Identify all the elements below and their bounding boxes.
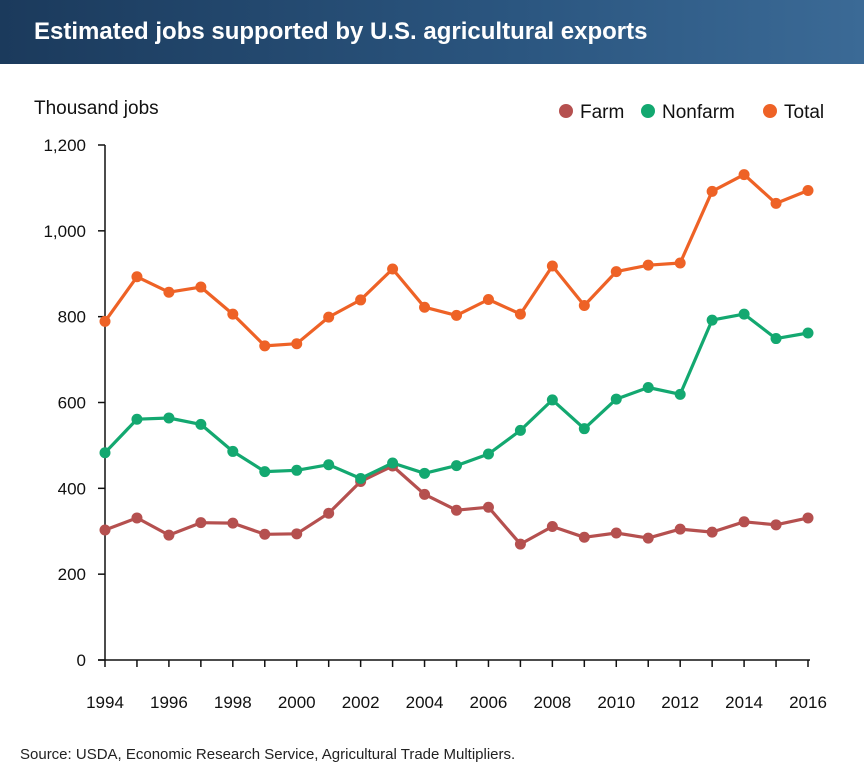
y-tick-label: 800 (58, 308, 86, 327)
nonfarm-point (387, 457, 399, 469)
chart-panel (0, 64, 864, 778)
y-tick-label: 400 (58, 479, 86, 498)
total-point (578, 300, 590, 312)
farm-point (451, 504, 462, 516)
total-point (99, 315, 111, 327)
x-tick-label: 1994 (86, 693, 124, 712)
title-bar: Estimated jobs supported by U.S. agricul… (0, 0, 864, 64)
x-tick-label: 2002 (342, 693, 380, 712)
total-point (163, 286, 175, 298)
total-point (642, 259, 654, 271)
nonfarm-point (163, 412, 175, 424)
nonfarm-point (674, 388, 686, 400)
nonfarm-point (578, 423, 590, 435)
nonfarm-point (770, 333, 782, 345)
x-tick-label: 2008 (533, 693, 571, 712)
farm-point (546, 521, 558, 533)
legend-total-marker (763, 104, 777, 118)
farm-point (323, 507, 335, 519)
farm-point (259, 528, 271, 540)
total-point (419, 301, 431, 313)
nonfarm-point (99, 447, 111, 459)
nonfarm-point (546, 394, 558, 406)
farm-point (802, 512, 814, 524)
nonfarm-point (419, 467, 431, 479)
x-tick-label: 2014 (725, 693, 763, 712)
total-point (227, 308, 239, 320)
nonfarm-point (514, 424, 526, 436)
nonfarm-series-line (103, 312, 809, 481)
x-tick-label: 2016 (789, 693, 827, 712)
farm-point (642, 532, 654, 544)
farm-point (419, 488, 431, 500)
nonfarm-point (738, 308, 750, 320)
x-tick-label: 1998 (214, 693, 252, 712)
y-tick-label: 600 (58, 394, 86, 413)
farm-point (291, 528, 303, 540)
farm-point (706, 526, 718, 538)
farm-point (195, 517, 207, 529)
total-point (291, 338, 303, 350)
nonfarm-point (610, 393, 622, 405)
legend-nonfarm-label: Nonfarm (662, 102, 735, 123)
total-point (355, 294, 367, 306)
total-point (802, 184, 814, 196)
nonfarm-point (642, 381, 654, 393)
nonfarm-point (291, 464, 303, 476)
nonfarm-point (355, 472, 367, 484)
y-axis-label: Thousand jobs (34, 98, 159, 119)
farm-point (99, 524, 111, 536)
total-point (195, 281, 207, 293)
farm-point (674, 523, 686, 535)
total-point (323, 311, 335, 323)
nonfarm-point (323, 459, 335, 471)
legend-farm-marker (559, 104, 573, 118)
farm-point (610, 527, 622, 539)
total-point (770, 197, 782, 209)
nonfarm-point (227, 445, 239, 457)
total-point (674, 257, 686, 269)
nonfarm-point (706, 314, 718, 326)
source-note: Source: USDA, Economic Research Service,… (20, 746, 516, 763)
x-tick-label: 2006 (470, 693, 508, 712)
legend-farm-label: Farm (580, 102, 624, 123)
farm-point (770, 519, 782, 531)
total-point (259, 340, 271, 352)
farm-point (514, 538, 526, 550)
total-point (706, 185, 718, 197)
chart-title: Estimated jobs supported by U.S. agricul… (34, 18, 648, 45)
x-tick-label: 2004 (406, 693, 444, 712)
total-point (451, 309, 462, 321)
legend-total-label: Total (784, 102, 824, 123)
y-tick-label: 1,200 (43, 136, 86, 155)
y-tick-label: 1,000 (43, 222, 86, 241)
total-point (610, 266, 622, 278)
total-point (738, 169, 750, 181)
x-tick-label: 2000 (278, 693, 316, 712)
farm-point (163, 529, 175, 541)
nonfarm-point (259, 466, 271, 478)
total-point (131, 271, 143, 283)
nonfarm-point (451, 460, 462, 472)
nonfarm-point (802, 327, 814, 339)
nonfarm-point (131, 413, 143, 425)
total-point (514, 308, 526, 320)
y-tick-label: 200 (58, 565, 86, 584)
farm-point (578, 531, 590, 543)
x-tick-label: 2012 (661, 693, 699, 712)
farm-point (738, 516, 750, 528)
farm-point (482, 501, 494, 513)
nonfarm-point (195, 418, 207, 430)
total-point (482, 294, 494, 305)
x-tick-label: 2010 (597, 693, 635, 712)
total-point (387, 263, 399, 275)
total-point (546, 260, 558, 272)
x-tick-label: 1996 (150, 693, 188, 712)
nonfarm-point (482, 448, 494, 460)
y-tick-label: 0 (77, 651, 86, 670)
farm-point (227, 517, 239, 529)
legend-nonfarm-marker (641, 104, 655, 118)
farm-point (131, 512, 143, 524)
